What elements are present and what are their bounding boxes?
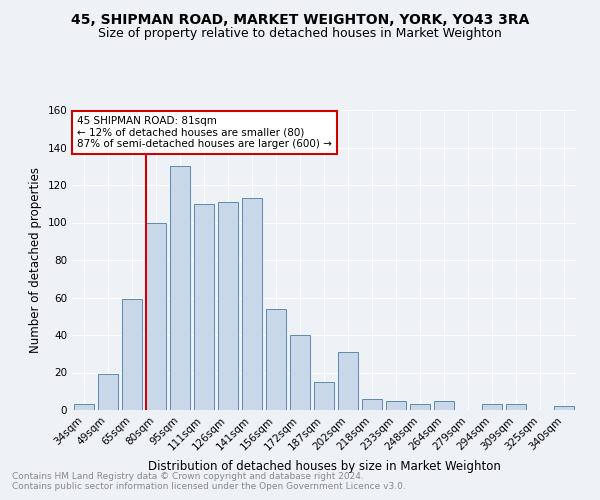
Bar bbox=[98, 374, 118, 410]
Text: 45, SHIPMAN ROAD, MARKET WEIGHTON, YORK, YO43 3RA: 45, SHIPMAN ROAD, MARKET WEIGHTON, YORK,… bbox=[71, 12, 529, 26]
Text: Contains public sector information licensed under the Open Government Licence v3: Contains public sector information licen… bbox=[12, 482, 406, 491]
Y-axis label: Number of detached properties: Number of detached properties bbox=[29, 167, 42, 353]
Text: 45 SHIPMAN ROAD: 81sqm
← 12% of detached houses are smaller (80)
87% of semi-det: 45 SHIPMAN ROAD: 81sqm ← 12% of detached… bbox=[77, 116, 332, 149]
Bar bbox=[338, 352, 358, 410]
Bar bbox=[482, 404, 502, 410]
Bar bbox=[122, 300, 142, 410]
Bar bbox=[386, 400, 406, 410]
Bar bbox=[146, 222, 166, 410]
X-axis label: Distribution of detached houses by size in Market Weighton: Distribution of detached houses by size … bbox=[148, 460, 500, 473]
Bar bbox=[290, 335, 310, 410]
Bar bbox=[266, 308, 286, 410]
Bar bbox=[74, 404, 94, 410]
Bar bbox=[194, 204, 214, 410]
Bar bbox=[506, 404, 526, 410]
Text: Contains HM Land Registry data © Crown copyright and database right 2024.: Contains HM Land Registry data © Crown c… bbox=[12, 472, 364, 481]
Bar bbox=[314, 382, 334, 410]
Bar bbox=[554, 406, 574, 410]
Bar bbox=[434, 400, 454, 410]
Bar bbox=[410, 404, 430, 410]
Text: Size of property relative to detached houses in Market Weighton: Size of property relative to detached ho… bbox=[98, 28, 502, 40]
Bar bbox=[218, 202, 238, 410]
Bar bbox=[362, 399, 382, 410]
Bar bbox=[170, 166, 190, 410]
Bar bbox=[242, 198, 262, 410]
